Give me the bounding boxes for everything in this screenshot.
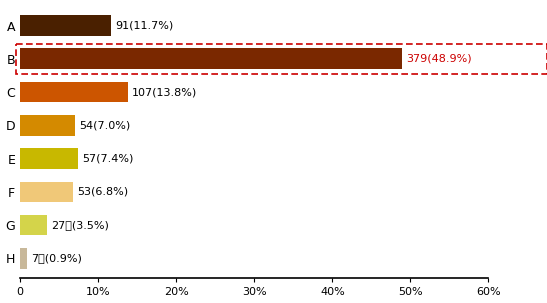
Bar (20, 181, 73, 202)
Bar (20, 115, 75, 136)
Bar (20, 215, 48, 235)
Text: 91(11.7%): 91(11.7%) (115, 21, 173, 31)
Text: 57(7.4%): 57(7.4%) (82, 154, 133, 164)
Bar (20, 15, 112, 36)
Text: 107(13.8%): 107(13.8%) (132, 87, 197, 97)
Text: 53(6.8%): 53(6.8%) (77, 187, 128, 197)
Text: 7인(0.9%): 7인(0.9%) (31, 253, 82, 263)
Bar (20, 148, 78, 169)
Bar (20, 48, 402, 69)
Bar (20, 248, 27, 269)
Bar (20, 82, 128, 102)
Text: 27인(3.5%): 27인(3.5%) (51, 220, 109, 230)
Text: 379(48.9%): 379(48.9%) (406, 54, 472, 64)
Text: 54(7.0%): 54(7.0%) (79, 120, 130, 130)
